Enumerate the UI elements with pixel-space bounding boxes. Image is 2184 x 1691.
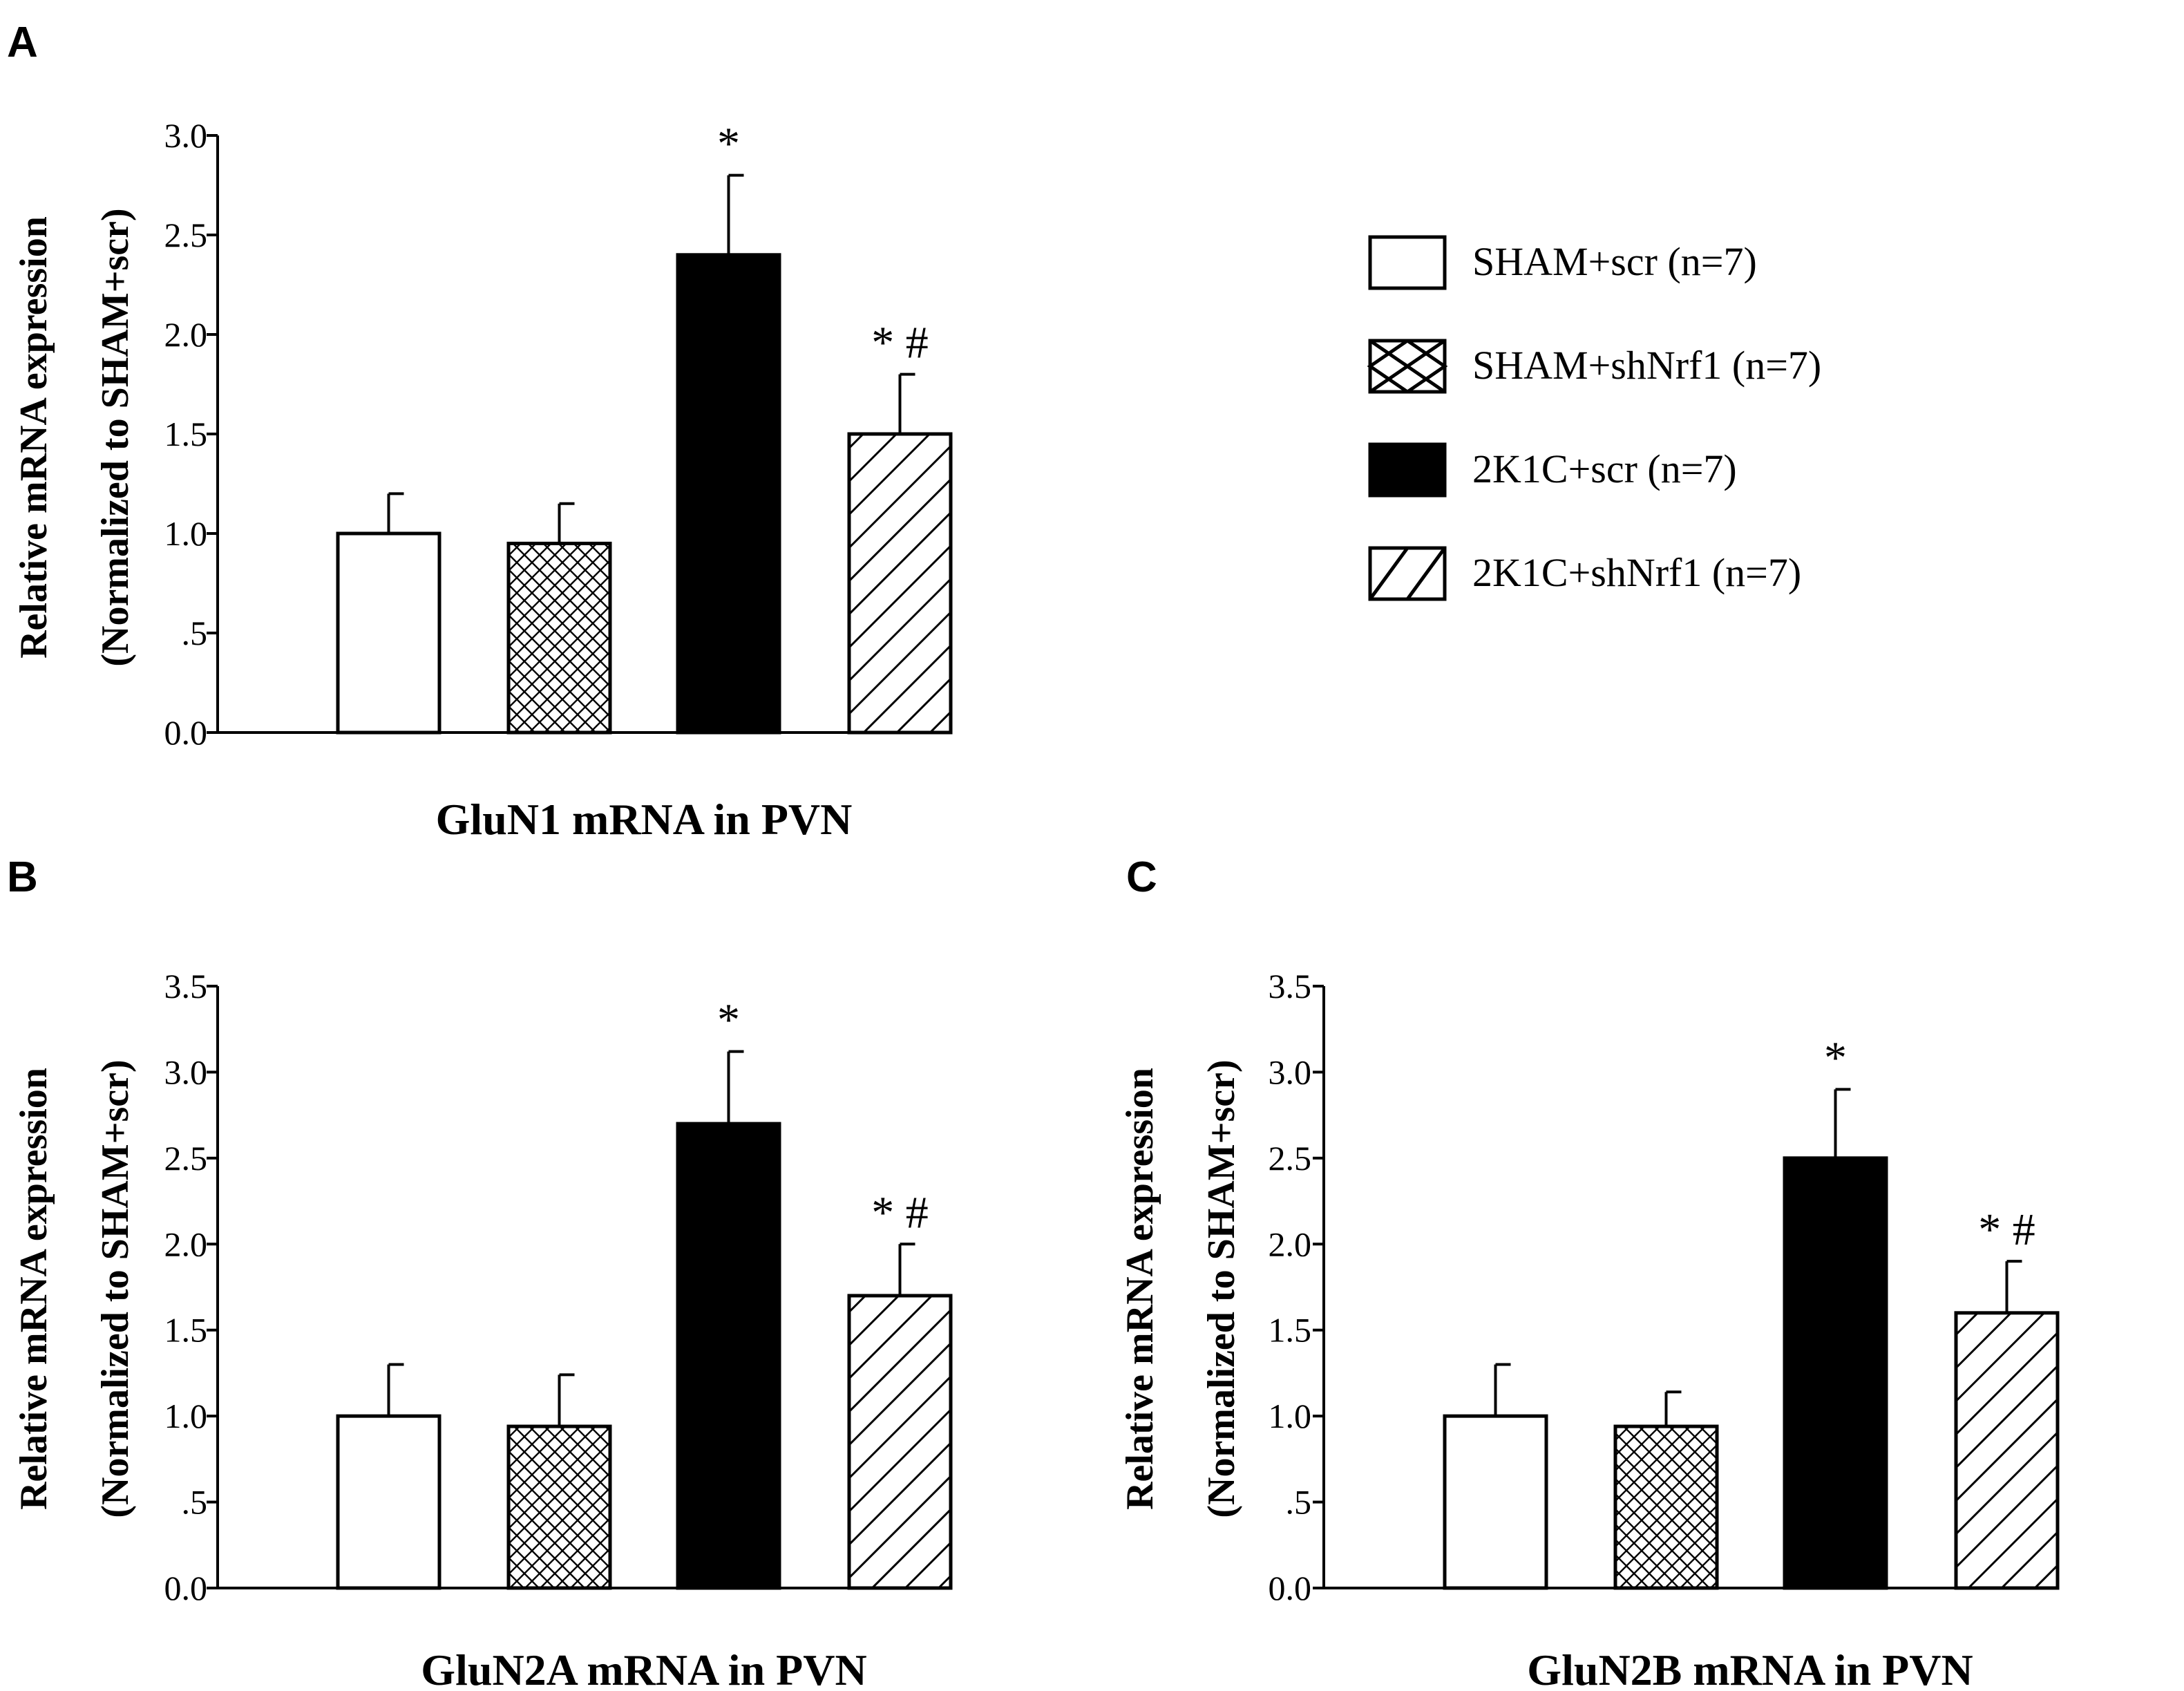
chart-title: GluN2A mRNA in PVN: [421, 1645, 866, 1691]
legend-item: 2K1C+shNrf1 (n=7): [1368, 546, 1801, 601]
chart-title: GluN2B mRNA in PVN: [1527, 1645, 1973, 1691]
bar-2k1c-shnrf1: [1954, 1311, 2060, 1590]
bar-sham-shnrf1: [506, 1424, 612, 1590]
legend: SHAM+scr (n=7) SHAM+shNrf1 (n=7) 2K1C+sc…: [1367, 235, 1821, 601]
y-tick-label: 3.0: [164, 1052, 208, 1091]
y-axis-title-line1: Relative mRNA expression: [12, 216, 55, 659]
bar-2k1c-scr: [1783, 1156, 1888, 1590]
y-axis-title-line1: Relative mRNA expression: [1119, 1068, 1161, 1510]
y-tick-label: 3.5: [1269, 967, 1312, 1005]
significance-marker: * #: [871, 1187, 929, 1238]
y-axis-title-line2: (Normalized to SHAM+scr): [94, 1059, 137, 1518]
significance-marker: *: [717, 995, 740, 1046]
y-ticks-a: 0.0 .5 1.0 1.5 2.0 2.5 3.0: [164, 116, 218, 752]
chart-panel-b: 0.0 .5 1.0 1.5 2.0 2.5 3.0 3.5 * * # Relative mR…: [12, 967, 953, 1691]
legend-item: SHAM+shNrf1 (n=7): [1367, 339, 1821, 394]
legend-swatch-diagonal-lines: [1368, 547, 1447, 601]
y-tick-label: .5: [182, 1483, 208, 1522]
panel-letter-b: B: [7, 853, 38, 901]
y-tick-label: 0.0: [1269, 1569, 1312, 1607]
bar-sham-shnrf1: [1613, 1424, 1719, 1590]
chart-panel-c: 0.0 .5 1.0 1.5 2.0 2.5 3.0 3.5 * * # Relative mR…: [1119, 967, 2060, 1691]
y-ticks-b: 0.0 .5 1.0 1.5 2.0 2.5 3.0 3.5: [164, 967, 218, 1607]
bar-sham-shnrf1: [506, 541, 612, 735]
bar-sham-scr: [336, 1414, 441, 1590]
chart-title: GluN1 mRNA in PVN: [436, 795, 853, 844]
y-tick-label: 2.0: [164, 1225, 208, 1263]
panel-letter-c: C: [1126, 853, 1157, 901]
y-tick-label: 2.0: [1269, 1225, 1312, 1263]
legend-label: 2K1C+shNrf1 (n=7): [1472, 550, 1801, 595]
bar-2k1c-shnrf1: [847, 432, 953, 735]
y-tick-label: 1.0: [164, 514, 208, 553]
bars-a: * * #: [336, 119, 953, 735]
bar-sham-scr: [336, 531, 441, 735]
y-ticks-c: 0.0 .5 1.0 1.5 2.0 2.5 3.0 3.5: [1269, 967, 1324, 1607]
y-tick-label: 1.0: [1269, 1397, 1312, 1435]
y-tick-label: 1.5: [164, 415, 208, 453]
y-axis-title-line2: (Normalized to SHAM+scr): [94, 208, 137, 666]
legend-label: SHAM+shNrf1 (n=7): [1472, 343, 1821, 388]
legend-swatch-2k1c-scr: [1368, 442, 1447, 498]
significance-marker: * #: [1978, 1205, 2035, 1255]
legend-swatch-sham-scr: [1368, 235, 1447, 290]
legend-label: 2K1C+scr (n=7): [1472, 446, 1737, 491]
y-tick-label: .5: [182, 614, 208, 652]
y-tick-label: 1.5: [164, 1311, 208, 1350]
legend-swatch-2k1c-shnrf1: [1368, 546, 1447, 601]
y-tick-label: 1.5: [1269, 1311, 1312, 1350]
y-tick-label: 2.0: [164, 315, 208, 354]
bars-c: * * #: [1443, 1032, 2060, 1590]
bar-2k1c-shnrf1: [847, 1294, 953, 1590]
significance-marker: *: [717, 119, 740, 169]
legend-swatch-cross-lines: [1367, 339, 1448, 394]
y-tick-label: 2.5: [164, 1139, 208, 1178]
y-tick-label: 2.5: [164, 216, 208, 254]
y-axis-title-line2: (Normalized to SHAM+scr): [1200, 1059, 1243, 1518]
chart-panel-a: 0.0 .5 1.0 1.5 2.0 2.5 3.0 * * # Relative mRNA …: [12, 116, 953, 844]
significance-marker: *: [1824, 1032, 1847, 1083]
y-tick-label: 3.5: [164, 967, 208, 1005]
y-tick-label: 2.5: [1269, 1139, 1312, 1178]
bar-2k1c-scr: [676, 1122, 781, 1590]
y-tick-label: 1.0: [164, 1397, 208, 1435]
y-tick-label: 3.0: [1269, 1052, 1312, 1091]
y-axis-title-line1: Relative mRNA expression: [12, 1068, 55, 1510]
legend-item: SHAM+scr (n=7): [1368, 235, 1757, 290]
y-tick-label: 3.0: [164, 116, 208, 155]
legend-item: 2K1C+scr (n=7): [1368, 442, 1737, 498]
bar-sham-scr: [1443, 1414, 1548, 1590]
panel-letter-a: A: [7, 19, 38, 66]
bars-b: * * #: [336, 995, 953, 1590]
y-tick-label: 0.0: [164, 1569, 208, 1607]
legend-label: SHAM+scr (n=7): [1472, 239, 1757, 284]
y-tick-label: 0.0: [164, 713, 208, 752]
bar-2k1c-scr: [676, 253, 781, 735]
y-tick-label: .5: [1286, 1483, 1312, 1522]
significance-marker: * #: [871, 318, 929, 368]
